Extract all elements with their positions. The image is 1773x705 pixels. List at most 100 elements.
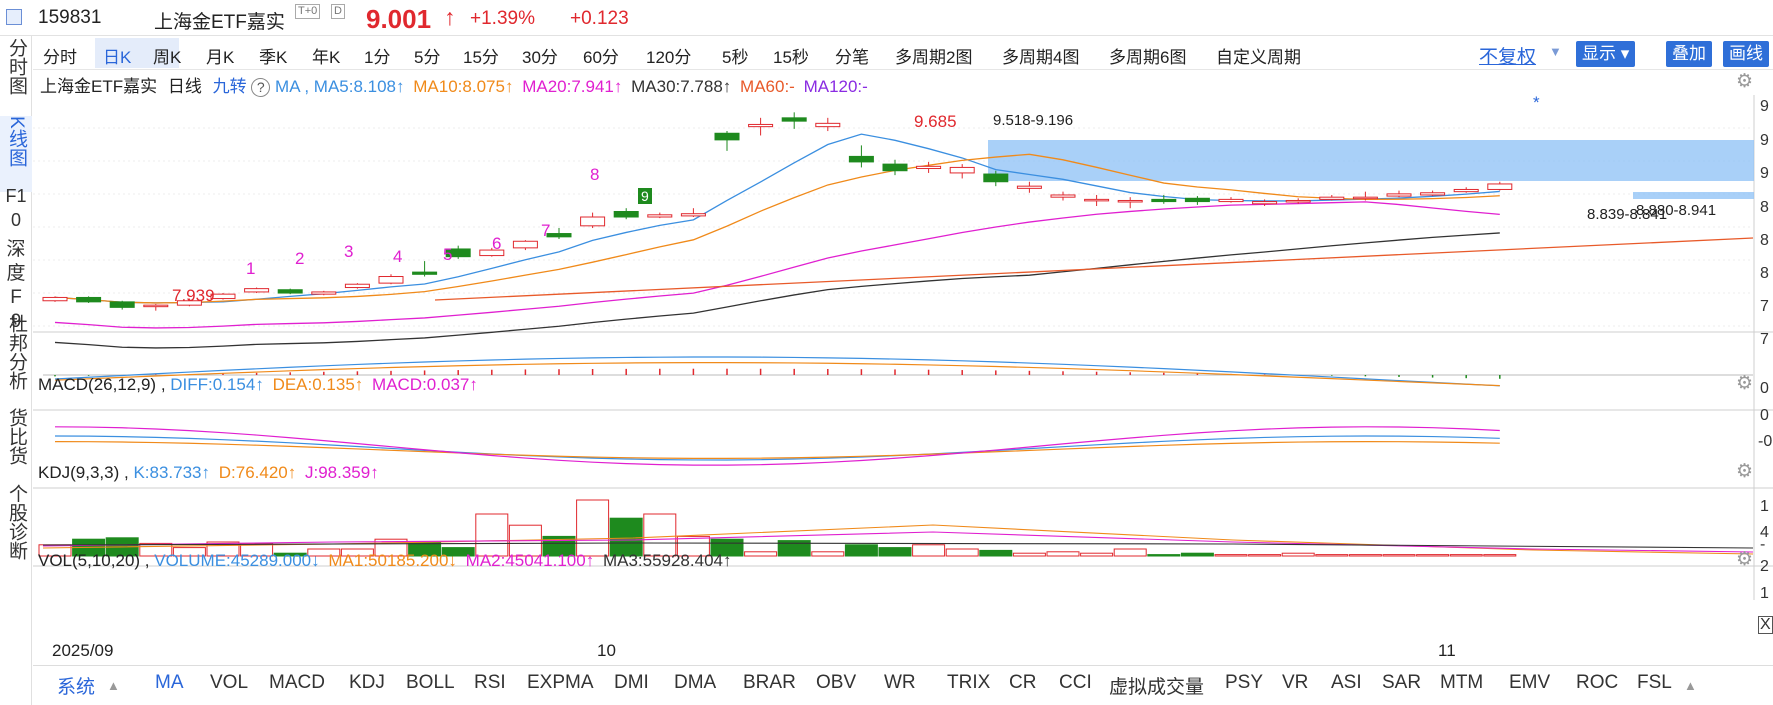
x-axis-label: 11: [1438, 641, 1456, 660]
macd-settings-gear-icon[interactable]: ⚙: [1736, 373, 1754, 394]
macd-header: MACD(26,12,9) , DIFF:0.154↑ DEA:0.135↑ M…: [38, 375, 478, 395]
up-arrow-icon: ↑: [444, 4, 456, 30]
candle-body: [445, 248, 471, 258]
volume-bar: [1348, 554, 1382, 557]
left-nav-kline[interactable]: K线图: [0, 116, 32, 192]
tab-vr[interactable]: VR: [1282, 672, 1309, 693]
draw-line-button[interactable]: 画线: [1723, 41, 1769, 67]
chevron-up-icon[interactable]: ▲: [1684, 678, 1697, 693]
tab-dmi[interactable]: DMI: [614, 672, 649, 693]
tab-expma[interactable]: EXPMA: [527, 672, 594, 693]
tab-mtm[interactable]: MTM: [1440, 672, 1484, 693]
tab-boll[interactable]: BOLL: [406, 672, 455, 693]
tab-fsl[interactable]: FSL: [1637, 672, 1672, 693]
candle-body: [244, 288, 270, 293]
left-nav-diagnosis[interactable]: 个股诊断: [0, 484, 32, 584]
tab-kdj[interactable]: KDJ: [349, 672, 385, 693]
tab-5min[interactable]: 5分: [414, 48, 441, 67]
help-icon[interactable]: ?: [251, 78, 271, 97]
price-range-box: [1633, 192, 1754, 199]
vol-axis-label: 1: [1760, 585, 1769, 602]
tab-yearly-k[interactable]: 年K: [312, 48, 341, 67]
tab-15min[interactable]: 15分: [463, 48, 499, 67]
overlay-button[interactable]: 叠加: [1666, 41, 1712, 67]
tab-wr[interactable]: WR: [884, 672, 916, 693]
tab-psy[interactable]: PSY: [1225, 672, 1264, 693]
candle-body: [781, 117, 807, 122]
main-settings-gear-icon[interactable]: ⚙: [1736, 71, 1754, 92]
display-button-label: 显示: [1582, 44, 1616, 63]
tab-asi[interactable]: ASI: [1331, 672, 1362, 693]
tab-15sec[interactable]: 15秒: [773, 48, 809, 67]
nine-turn-toggle[interactable]: 九转: [212, 77, 247, 96]
tab-emv[interactable]: EMV: [1509, 672, 1551, 693]
tab-brar[interactable]: BRAR: [743, 672, 796, 693]
tab-30min[interactable]: 30分: [522, 48, 558, 67]
tab-1min[interactable]: 1分: [364, 48, 391, 67]
tab-virtual-volume[interactable]: 虚拟成交量: [1109, 677, 1205, 698]
nine-turn-count: 8: [590, 165, 600, 184]
tab-cr[interactable]: CR: [1009, 672, 1037, 693]
tab-120min[interactable]: 120分: [646, 48, 692, 67]
volume-bar: [1483, 554, 1517, 557]
left-nav-depth[interactable]: 深度F9: [0, 238, 32, 332]
current-price: 9.001: [366, 4, 432, 34]
vol-settings-gear-icon[interactable]: ⚙: [1736, 549, 1754, 570]
tab-dma[interactable]: DMA: [674, 672, 717, 693]
kdj-settings-gear-icon[interactable]: ⚙: [1736, 461, 1754, 482]
tab-custom-period[interactable]: 自定义周期: [1216, 48, 1301, 67]
candle-body: [1117, 199, 1143, 203]
vol-ma3: MA3:55928.404↑: [602, 551, 732, 570]
range-label: 8.839-8.841: [1587, 206, 1668, 223]
tab-weekly-k[interactable]: 周K: [153, 48, 182, 67]
tab-multi-2[interactable]: 多周期2图: [895, 48, 973, 67]
tab-multi-6[interactable]: 多周期6图: [1109, 48, 1187, 67]
adjust-dropdown[interactable]: 不复权: [1479, 47, 1537, 68]
chevron-down-icon[interactable]: ▼: [1549, 44, 1562, 59]
header-period: 日线: [167, 77, 202, 96]
tab-multi-4[interactable]: 多周期4图: [1002, 48, 1080, 67]
candle-body: [412, 271, 438, 275]
main-axis-label: 8: [1760, 232, 1769, 249]
chevron-up-icon[interactable]: ▲: [107, 678, 120, 693]
tab-sar[interactable]: SAR: [1382, 672, 1422, 693]
tab-rsi[interactable]: RSI: [474, 672, 506, 693]
left-nav-timeshare[interactable]: 分时图: [0, 38, 32, 114]
tab-monthly-k[interactable]: 月K: [206, 48, 235, 67]
tab-macd[interactable]: MACD: [269, 672, 325, 693]
left-nav-compare[interactable]: 货比货: [0, 408, 32, 482]
vol-name: VOL(5,10,20) ,: [38, 551, 150, 570]
tab-cci[interactable]: CCI: [1059, 672, 1092, 693]
tab-quarterly-k[interactable]: 季K: [259, 48, 288, 67]
volume-bar: [1147, 554, 1181, 557]
nine-turn-count: 4: [393, 247, 403, 266]
tab-5sec[interactable]: 5秒: [722, 48, 749, 67]
tab-timeshare[interactable]: 分时: [43, 48, 77, 67]
tab-vol[interactable]: VOL: [210, 672, 249, 693]
tab-ma[interactable]: MA: [155, 672, 184, 693]
candle-body: [748, 123, 774, 128]
kdj-k: K:83.733↑: [133, 463, 210, 482]
tab-obv[interactable]: OBV: [816, 672, 857, 693]
vol-ma1: MA1:50185.200↓: [328, 551, 457, 570]
left-nav-f10[interactable]: F10: [0, 184, 32, 234]
app-logo-icon: [6, 9, 22, 25]
nine-turn-count: 7: [541, 221, 551, 240]
tab-trix[interactable]: TRIX: [947, 672, 991, 693]
tab-daily-k[interactable]: 日K: [103, 48, 132, 67]
macd-diff-line: [54, 356, 1500, 387]
candle-body: [109, 301, 135, 308]
kline-chart[interactable]: [33, 70, 1773, 665]
volume-bar: [1046, 551, 1080, 557]
main-axis-label: 7: [1760, 298, 1769, 315]
volume-bar: [1449, 554, 1483, 557]
tab-system[interactable]: 系统: [57, 677, 96, 698]
volume-bar: [1113, 548, 1147, 557]
tab-tick[interactable]: 分笔: [835, 48, 869, 67]
display-button[interactable]: 显示 ▾: [1576, 41, 1636, 67]
left-nav-dupont[interactable]: 杜邦分析: [0, 314, 32, 410]
candle-body: [378, 276, 404, 284]
range-label: 8.880-8.941: [1636, 202, 1717, 219]
tab-60min[interactable]: 60分: [583, 48, 619, 67]
tab-roc[interactable]: ROC: [1576, 672, 1619, 693]
